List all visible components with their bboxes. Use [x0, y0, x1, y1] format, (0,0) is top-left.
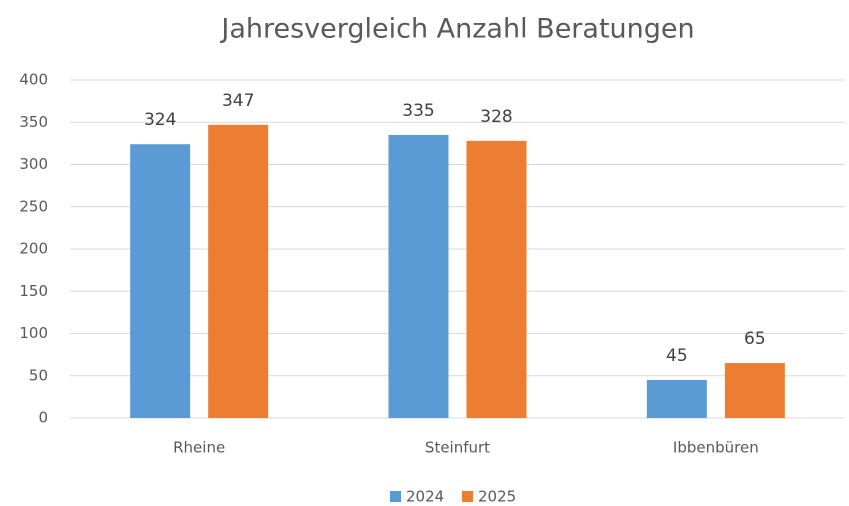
bar — [208, 124, 269, 418]
legend-label: 2024 — [406, 488, 444, 506]
value-label: 347 — [222, 91, 254, 111]
bar — [646, 379, 707, 418]
chart-title: Jahresvergleich Anzahl Beratungen — [219, 14, 694, 45]
y-tick-label: 0 — [38, 409, 48, 427]
value-label: 324 — [144, 110, 176, 130]
x-tick-label: Ibbenbüren — [673, 439, 759, 457]
bar — [466, 140, 527, 418]
bar — [724, 363, 785, 418]
y-tick-label: 400 — [19, 71, 48, 89]
y-tick-label: 50 — [29, 366, 48, 384]
y-tick-label: 200 — [19, 240, 48, 258]
y-tick-label: 250 — [19, 197, 48, 215]
value-label: 65 — [744, 329, 766, 349]
bar — [388, 134, 449, 419]
legend-swatch — [390, 491, 401, 502]
y-tick-label: 100 — [19, 324, 48, 342]
y-tick-label: 150 — [19, 282, 48, 300]
x-tick-label: Rheine — [173, 439, 225, 457]
y-tick-label: 300 — [19, 155, 48, 173]
legend-label: 2025 — [478, 488, 516, 506]
y-tick-label: 350 — [19, 113, 48, 131]
value-label: 328 — [480, 107, 512, 127]
value-label: 45 — [666, 346, 688, 366]
x-tick-label: Steinfurt — [425, 439, 490, 457]
legend-swatch — [462, 491, 473, 502]
value-label: 335 — [402, 101, 434, 121]
bar — [130, 144, 191, 418]
